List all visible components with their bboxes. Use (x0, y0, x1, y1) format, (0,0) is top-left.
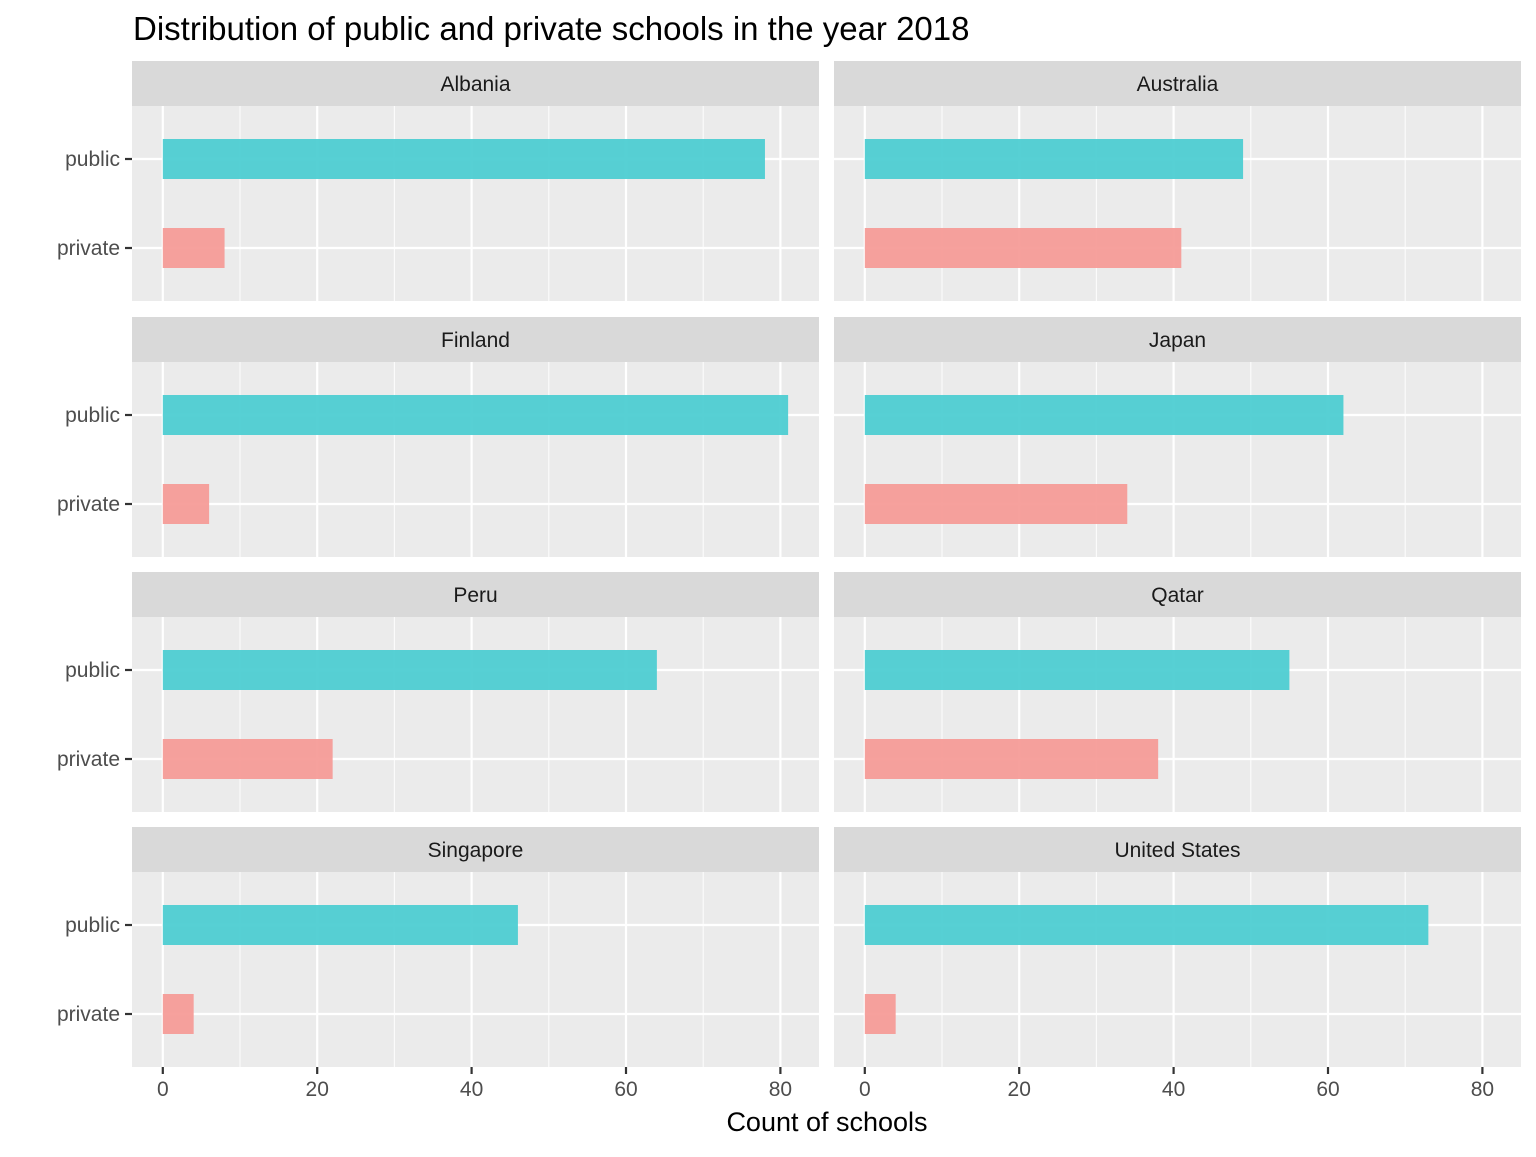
bar-private (162, 228, 225, 268)
facet-panel-albania: Albania public private (57, 61, 819, 301)
y-tick-label: public (65, 914, 120, 937)
panel-background (132, 872, 819, 1067)
bar-private (864, 484, 1128, 524)
facet-strip-label: Albania (440, 73, 510, 96)
panel-background (132, 617, 819, 812)
y-tick-label: public (65, 148, 120, 171)
facet-panels: Albania public private Australia Finland publ… (57, 61, 1521, 1101)
facet-strip (132, 61, 819, 106)
panel-background (834, 872, 1521, 1067)
bar-private (162, 994, 194, 1034)
bar-private (162, 739, 333, 779)
facet-strip (132, 317, 819, 362)
facet-strip-label: United States (1114, 839, 1240, 862)
panel-background (834, 106, 1521, 301)
facet-strip (132, 572, 819, 617)
bar-public (162, 650, 657, 690)
facet-strip-label: Qatar (1151, 584, 1204, 607)
panel-background (834, 617, 1521, 812)
facet-panel-finland: Finland public private (57, 317, 819, 557)
y-tick-label: private (57, 237, 120, 260)
y-tick-label: public (65, 404, 120, 427)
x-tick-label: 80 (769, 1078, 792, 1101)
facet-strip (834, 827, 1521, 872)
facet-panel-peru: Peru public private (57, 572, 819, 812)
x-tick-label: 60 (614, 1078, 637, 1101)
bar-public (162, 395, 789, 435)
bar-private (864, 228, 1182, 268)
facet-strip-label: Finland (441, 329, 510, 352)
facet-strip-label: Australia (1137, 73, 1219, 96)
x-tick-label: 40 (1162, 1078, 1185, 1101)
y-tick-label: private (57, 493, 120, 516)
x-tick-label: 80 (1471, 1078, 1494, 1101)
facet-strip (834, 317, 1521, 362)
bar-public (864, 395, 1344, 435)
y-tick-label: private (57, 1003, 120, 1026)
x-tick-label: 20 (306, 1078, 329, 1101)
y-tick-label: public (65, 659, 120, 682)
bar-private (864, 739, 1159, 779)
panel-background (834, 362, 1521, 557)
bar-public (162, 139, 765, 179)
facet-panel-australia: Australia (834, 61, 1521, 301)
bar-public (864, 905, 1429, 945)
facet-strip-label: Peru (453, 584, 497, 607)
facet-strip-label: Japan (1149, 329, 1206, 352)
facet-strip (834, 61, 1521, 106)
facet-strip-label: Singapore (428, 839, 524, 862)
x-tick-label: 0 (157, 1078, 169, 1101)
facet-panel-united-states: United States 0 20 40 60 80 (834, 827, 1521, 1101)
y-tick-label: private (57, 748, 120, 771)
bar-private (162, 484, 210, 524)
facet-panel-singapore: Singapore public private 0 20 40 60 80 (57, 827, 819, 1101)
x-axis-title: Count of schools (726, 1107, 927, 1137)
facet-strip (834, 572, 1521, 617)
x-tick-label: 20 (1008, 1078, 1031, 1101)
bar-public (864, 650, 1290, 690)
facet-panel-qatar: Qatar (834, 572, 1521, 812)
bar-public (864, 139, 1244, 179)
facet-strip (132, 827, 819, 872)
chart-title: Distribution of public and private schoo… (133, 10, 970, 47)
bar-public (162, 905, 518, 945)
facet-panel-japan: Japan (834, 317, 1521, 557)
bar-private (864, 994, 896, 1034)
x-tick-label: 0 (859, 1078, 871, 1101)
x-tick-label: 40 (460, 1078, 483, 1101)
panel-background (132, 106, 819, 301)
panel-background (132, 362, 819, 557)
x-tick-label: 60 (1316, 1078, 1339, 1101)
